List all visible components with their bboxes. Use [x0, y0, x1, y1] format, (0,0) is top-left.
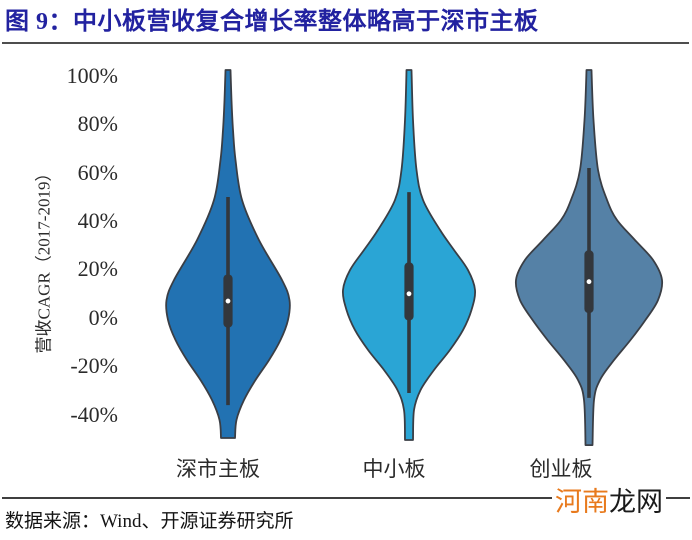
violin-median-dot	[586, 279, 592, 285]
y-tick-label-0: 0%	[88, 305, 118, 330]
watermark-orange-text: 河南	[555, 487, 609, 517]
y-tick-label-60: 60%	[77, 160, 118, 185]
violin-median-dot	[406, 291, 412, 297]
footer-divider	[2, 497, 690, 499]
y-tick-label-neg40: -40%	[70, 402, 118, 427]
x-tick-sme-board: 中小板	[362, 457, 426, 481]
violin-sme-board	[341, 69, 477, 441]
violin-chinext-board	[514, 69, 664, 446]
y-tick-label-40: 40%	[77, 208, 118, 233]
y-tick-label-100: 100%	[66, 63, 118, 88]
watermark: 河南龙网	[552, 487, 666, 519]
y-tick-label-80: 80%	[77, 111, 118, 136]
violin-median-dot	[225, 298, 231, 304]
figure-title: 图 9：中小板营收复合增长率整体略高于深市主板	[5, 9, 539, 35]
violin-shenzhen-main-board	[165, 69, 291, 439]
y-tick-label-neg20: -20%	[70, 353, 118, 378]
watermark-black-text: 龙网	[609, 487, 663, 517]
title-divider	[2, 42, 689, 44]
y-tick-label-20: 20%	[77, 256, 118, 281]
x-tick-chinext-board: 创业板	[529, 457, 593, 481]
data-source: 数据来源：Wind、开源证券研究所	[5, 511, 294, 532]
x-tick-shenzhen-main-board: 深市主板	[176, 457, 260, 481]
violin-iqr-box	[404, 262, 414, 321]
